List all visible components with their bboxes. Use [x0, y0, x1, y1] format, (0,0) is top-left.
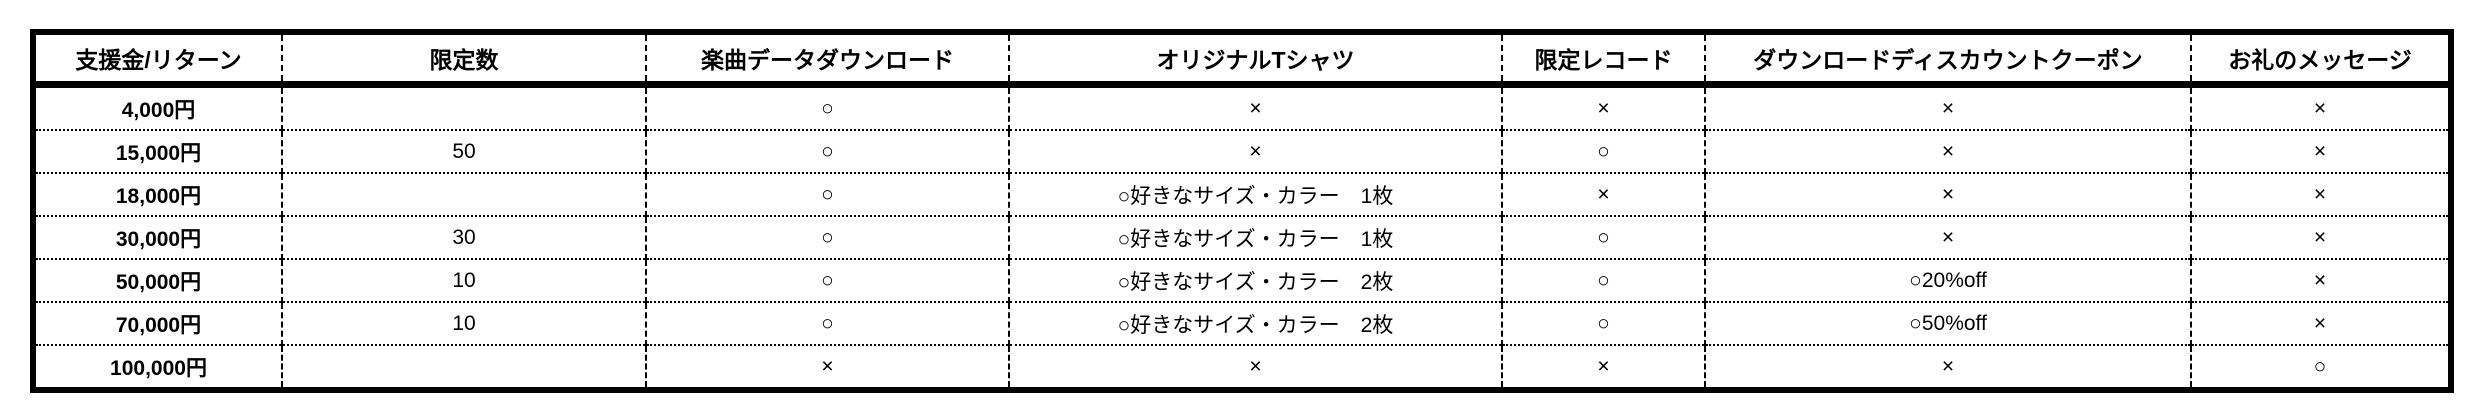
amount-cell: 18,000円 [33, 172, 282, 216]
table-cell: ○ [1501, 129, 1705, 173]
header-row: 支援金/リターン 限定数 楽曲データダウンロード オリジナルTシャツ 限定レコード ダウン… [33, 32, 2451, 88]
table-cell: ○ [645, 172, 1009, 216]
table-cell [281, 344, 646, 390]
header-limit: 限定数 [281, 32, 646, 88]
table-cell: ○ [1501, 215, 1705, 259]
table-cell: ○好きなサイズ・カラー 2枚 [1008, 258, 1502, 302]
amount-cell: 30,000円 [33, 215, 282, 259]
table-cell: × [1008, 344, 1502, 390]
table-cell: 50 [281, 129, 646, 173]
table-cell: ○ [645, 84, 1009, 130]
table-row: 15,000円 50 ○ × ○ × × [33, 129, 2451, 173]
table-cell: ○ [645, 129, 1009, 173]
table-row: 4,000円 ○ × × × × [33, 84, 2451, 130]
table-cell: 30 [281, 215, 646, 259]
table-cell: × [2190, 84, 2451, 130]
table-cell: ○50%off [1704, 301, 2191, 345]
table-cell: ○ [1501, 301, 1705, 345]
table-cell: ○ [645, 258, 1009, 302]
table-cell: × [2190, 301, 2451, 345]
table-cell: × [645, 344, 1009, 390]
amount-cell: 15,000円 [33, 129, 282, 173]
table-cell: ○好きなサイズ・カラー 1枚 [1008, 172, 1502, 216]
header-record: 限定レコード [1501, 32, 1705, 88]
table-cell: ○ [645, 215, 1009, 259]
header-coupon: ダウンロードディスカウントクーポン [1704, 32, 2191, 88]
table-cell: ○ [645, 301, 1009, 345]
table-cell: × [1501, 172, 1705, 216]
table-cell: × [1704, 172, 2191, 216]
amount-cell: 70,000円 [33, 301, 282, 345]
table-body: 4,000円 ○ × × × × 15,000円 50 ○ × ○ × × 18,000円 ○ ○好きなサイズ… [33, 84, 2451, 390]
table-cell: 10 [281, 258, 646, 302]
table-cell: × [2190, 172, 2451, 216]
table-row: 18,000円 ○ ○好きなサイズ・カラー 1枚 × × × [33, 172, 2451, 216]
table-cell: × [1501, 84, 1705, 130]
table-cell: × [1704, 84, 2191, 130]
table-cell: × [1008, 84, 1502, 130]
table-cell: × [1008, 129, 1502, 173]
table-cell: × [1501, 344, 1705, 390]
amount-cell: 4,000円 [121, 98, 196, 122]
table-cell: × [2190, 129, 2451, 173]
rewards-table: 支援金/リターン 限定数 楽曲データダウンロード オリジナルTシャツ 限定レコード ダウン… [30, 29, 2454, 393]
table-cell: × [2190, 258, 2451, 302]
table-cell: ○好きなサイズ・カラー 2枚 [1008, 301, 1502, 345]
header-message: お礼のメッセージ [2190, 32, 2451, 88]
table-row: 100,000円 × × × × ○ [33, 344, 2451, 390]
table-cell: × [2190, 215, 2451, 259]
table-cell: ○ [2190, 344, 2451, 390]
table-cell: × [1704, 129, 2191, 173]
table-cell: ○好きなサイズ・カラー 1枚 [1008, 215, 1502, 259]
table-cell: ○20%off [1704, 258, 2191, 302]
header-amount: 支援金/リターン [33, 32, 282, 88]
table-cell: ○ [1501, 258, 1705, 302]
amount-cell: 100,000円 [33, 344, 282, 390]
table-cell: × [1704, 215, 2191, 259]
table-cell: 10 [281, 301, 646, 345]
table-row: 30,000円 30 ○ ○好きなサイズ・カラー 1枚 ○ × × [33, 215, 2451, 259]
table-row: 70,000円 10 ○ ○好きなサイズ・カラー 2枚 ○ ○50%off × [33, 301, 2451, 345]
header-music-download: 楽曲データダウンロード [645, 32, 1009, 88]
table-cell [281, 84, 646, 130]
header-tshirt: オリジナルTシャツ [1008, 32, 1502, 88]
table-cell: × [1704, 344, 2191, 390]
table-cell [281, 172, 646, 216]
amount-cell: 50,000円 [33, 258, 282, 302]
table-row: 50,000円 10 ○ ○好きなサイズ・カラー 2枚 ○ ○20%off × [33, 258, 2451, 302]
